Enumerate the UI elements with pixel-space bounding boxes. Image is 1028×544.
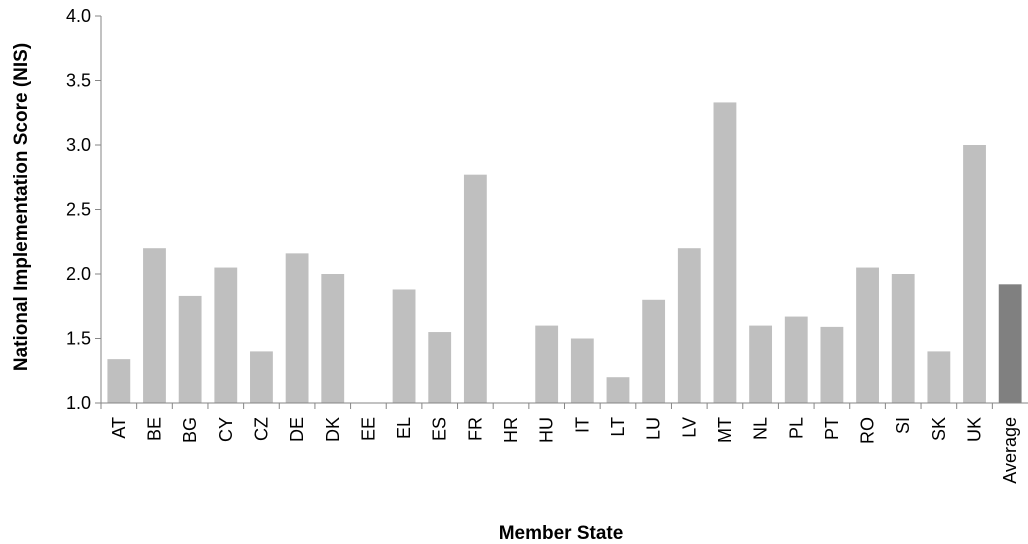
labels-layer: AT BE BG CY CZ DE DK EE EL ES FR HR HU IT LT LU LV MT NL PL…: [66, 6, 1020, 484]
bar-uk: [963, 145, 986, 403]
bars-layer: [107, 102, 1022, 404]
x-tick-label-cy: CY: [216, 417, 236, 442]
bar-el: [392, 289, 416, 403]
x-tick-label-nl: NL: [751, 417, 771, 440]
bar-dk: [321, 274, 345, 403]
x-tick-label-hu: HU: [537, 417, 557, 443]
bar-it: [570, 338, 594, 403]
bar-sk: [927, 351, 951, 403]
y-tick-label: 1.5: [66, 329, 91, 349]
x-tick-label-average: Average: [1000, 417, 1020, 484]
y-tick-label: 3.0: [66, 135, 91, 155]
x-tick-label-el: EL: [394, 417, 414, 439]
bar-mt: [713, 102, 737, 404]
x-tick-label-fr: FR: [465, 417, 485, 441]
bar-pt: [820, 326, 844, 403]
bar-ro: [856, 267, 879, 403]
y-tick-label: 2.0: [66, 264, 91, 284]
x-tick-label-bg: BG: [180, 417, 200, 443]
bar-de: [285, 253, 309, 403]
x-tick-label-sk: SK: [929, 417, 949, 441]
bar-fr: [463, 174, 487, 403]
bar-nl: [749, 325, 773, 403]
bar-si: [891, 274, 915, 403]
bar-be: [143, 248, 166, 403]
x-tick-label-ro: RO: [858, 417, 878, 444]
x-tick-label-mt: MT: [715, 417, 735, 443]
x-tick-label-at: AT: [109, 417, 129, 439]
x-tick-label-lu: LU: [644, 417, 664, 440]
bar-hu: [535, 325, 559, 403]
bar-lv: [677, 248, 701, 403]
bar-cz: [250, 351, 273, 403]
x-tick-label-lv: LV: [679, 417, 699, 438]
x-tick-label-it: IT: [572, 417, 592, 433]
bar-lu: [642, 299, 666, 403]
bar-pl: [784, 316, 808, 403]
y-tick-label: 2.5: [66, 200, 91, 220]
y-tick-label: 1.0: [66, 393, 91, 413]
y-tick-label: 4.0: [66, 6, 91, 26]
x-tick-label-ee: EE: [358, 417, 378, 441]
bar-cy: [214, 267, 238, 403]
x-tick-label-pt: PT: [822, 417, 842, 440]
x-tick-label-cz: CZ: [251, 417, 271, 441]
bar-average: [998, 284, 1022, 403]
x-axis-title: Member State: [499, 523, 624, 544]
x-tick-label-si: SI: [893, 417, 913, 434]
x-tick-label-de: DE: [287, 417, 307, 442]
bar-es: [428, 332, 452, 403]
x-tick-label-uk: UK: [965, 417, 985, 442]
bar-bg: [178, 295, 202, 403]
x-tick-label-be: BE: [144, 417, 164, 441]
y-tick-label: 3.5: [66, 71, 91, 91]
x-tick-label-hr: HR: [501, 417, 521, 443]
x-tick-label-dk: DK: [323, 417, 343, 442]
x-tick-label-es: ES: [430, 417, 450, 441]
x-tick-label-lt: LT: [608, 417, 628, 437]
bar-lt: [606, 377, 630, 403]
y-axis-title: National Implementation Score (NIS): [11, 43, 32, 371]
x-tick-label-pl: PL: [786, 417, 806, 439]
axes-layer: [95, 15, 1028, 409]
bar-at: [107, 359, 131, 403]
